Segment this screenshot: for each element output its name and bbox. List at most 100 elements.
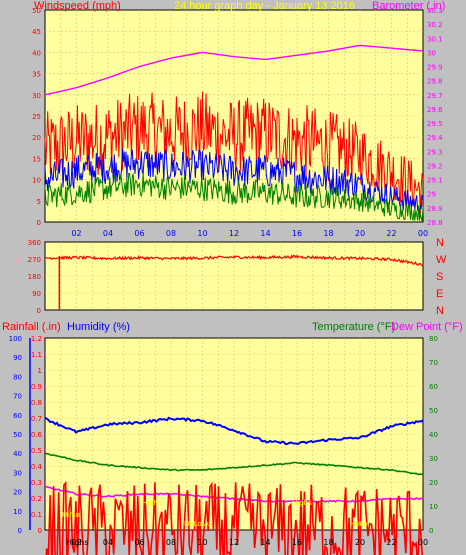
x-tick-label: 08	[166, 538, 176, 547]
wind-speed-series	[44, 172, 424, 222]
highs-label: Highs	[66, 538, 89, 547]
windspeed-x-ticks: 02 04 06 08 10 12 14 16 18 20 22 00	[71, 229, 428, 238]
humidity-tick: 50	[13, 431, 22, 439]
barometer-tick: 30.2	[427, 21, 443, 29]
direction-y-ticks: 0 90 180 270 360	[28, 239, 41, 315]
x-tick-label: 00	[418, 538, 428, 547]
direction-tick: 0	[37, 307, 41, 315]
barometer-tick: 29.7	[427, 92, 443, 100]
rainfall-tick: 0.4	[31, 463, 43, 471]
faint-annotations: Hi/Lo Highs Hi/Lo/Av Highs Hi/Lo Highs	[62, 499, 368, 547]
dewpoint-series	[44, 485, 424, 503]
humidity-tick: 10	[13, 508, 22, 516]
temperature-tick: 60	[429, 383, 438, 391]
x-tick-label: 18	[323, 538, 333, 547]
chart-title: 24 hour graph day - January 13 2016	[174, 0, 355, 12]
faint-annotation: Highs	[292, 499, 312, 507]
x-tick-label: 06	[134, 538, 144, 547]
windspeed-tick: 50	[32, 7, 41, 15]
windspeed-tick: 15	[32, 155, 41, 163]
x-tick-label: 16	[292, 229, 302, 238]
temperature-tick: 0	[429, 527, 433, 535]
temperature-tick: 80	[429, 335, 438, 343]
rainfall-tick: 1.1	[31, 351, 42, 359]
temperature-axis-label: Temperature (°F)	[312, 321, 395, 333]
x-tick-label: 20	[355, 538, 365, 547]
humidity-tick: 0	[18, 527, 22, 535]
windspeed-series	[44, 44, 424, 222]
rainfall-tick: 1	[38, 367, 42, 375]
rainfall-tick: 0.6	[31, 431, 43, 439]
barometer-y-ticks: 28.8 28.9 29 29.1 29.2 29.3 29.4 29.5 29.6 29.7 29…	[427, 7, 443, 227]
rainfall-tick: 0.7	[31, 415, 42, 423]
humidity-tick: 20	[13, 489, 22, 497]
rainfall-tick: 0.3	[31, 479, 42, 487]
barometer-tick: 29.4	[427, 134, 443, 142]
rainfall-tick: 0.1	[31, 511, 42, 519]
direction-tick: 270	[28, 256, 41, 264]
barometer-tick: 29	[427, 191, 436, 199]
x-tick-label: 16	[292, 538, 302, 547]
temperature-tick: 10	[429, 503, 438, 511]
temperature-tick: 70	[429, 359, 438, 367]
windspeed-tick: 40	[32, 49, 41, 57]
windspeed-tick: 25	[32, 113, 41, 121]
barometer-tick: 29.9	[427, 64, 443, 72]
windspeed-tick: 10	[32, 177, 41, 185]
windspeed-tick: 45	[32, 28, 41, 36]
temperature-tick: 20	[429, 479, 438, 487]
barometer-tick: 29.1	[427, 177, 443, 185]
x-tick-label: 20	[355, 229, 365, 238]
faint-annotation: Hi/Lo	[350, 520, 368, 528]
rainfall-tick: 0.8	[31, 399, 42, 407]
humidity-y-ticks: 0 10 20 30 40 50 60 70 80 90 100	[9, 335, 31, 535]
rainfall-tick: 0.9	[31, 383, 42, 391]
barometer-tick: 28.8	[427, 219, 443, 227]
rainfall-tick: 0.2	[31, 495, 42, 503]
barometer-axis-label: Barometer (.in)	[372, 0, 445, 12]
rainfall-axis-label: Rainfall (.in)	[2, 321, 61, 333]
temperature-tick: 50	[429, 407, 438, 415]
bottom-x-ticks: 02 04 06 08 10 12 14 16 18 20 22 00	[71, 538, 428, 547]
direction-tick: 90	[32, 290, 41, 298]
humidity-tick: 100	[9, 335, 22, 343]
barometer-tick: 28.9	[427, 205, 443, 213]
direction-letter: S	[436, 271, 443, 283]
direction-letter: E	[436, 288, 443, 300]
x-tick-label: 00	[418, 229, 428, 238]
temperature-y-ticks: 0 10 20 30 40 50 60 70 80	[429, 335, 438, 535]
windspeed-y-ticks: 0 5 10 15 20 25 30 35 40 45 50	[32, 7, 41, 227]
x-tick-label: 22	[386, 229, 396, 238]
wind-direction-series	[44, 254, 424, 267]
barometer-series	[44, 44, 424, 96]
rainfall-tick: 1.2	[31, 335, 42, 343]
bottom-series	[44, 416, 424, 555]
x-tick-label: 06	[134, 229, 144, 238]
direction-tick: 360	[28, 239, 41, 247]
barometer-tick: 30	[427, 49, 436, 57]
x-tick-label: 14	[260, 538, 270, 547]
dewpoint-axis-label: Dew Point (°F)	[391, 321, 463, 333]
rainfall-y-ticks: 0 0.1 0.2 0.3 0.4 0.5 0.6 0.7 0.8 0.9 1 1.1 1.2	[31, 335, 43, 535]
wind-gust-series	[44, 91, 424, 214]
windspeed-tick: 5	[37, 198, 41, 206]
direction-letter: N	[436, 237, 444, 249]
faint-annotation: Hi/Lo	[62, 511, 80, 519]
direction-letter: W	[436, 254, 447, 266]
x-tick-label: 14	[260, 229, 270, 238]
direction-series	[44, 254, 424, 310]
temperature-tick: 40	[429, 431, 438, 439]
barometer-tick: 29.6	[427, 106, 443, 114]
barometer-tick: 30.3	[427, 7, 443, 15]
x-tick-label: 10	[197, 538, 207, 547]
faint-annotation: Highs	[142, 499, 162, 507]
barometer-tick: 30.1	[427, 35, 443, 43]
humidity-series	[44, 416, 424, 446]
windspeed-tick: 35	[32, 71, 41, 79]
humidity-tick: 40	[13, 450, 22, 458]
faint-annotation: Hi/Lo/Av	[184, 520, 213, 528]
humidity-tick: 70	[13, 393, 22, 401]
